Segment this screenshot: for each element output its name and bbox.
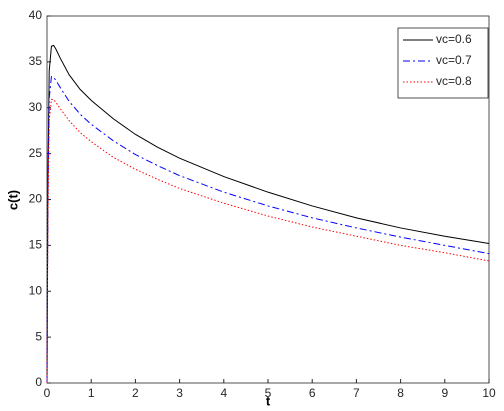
x-tick-label: 4 — [220, 386, 227, 400]
y-tick-label: 15 — [29, 238, 43, 252]
x-tick-label: 2 — [132, 386, 139, 400]
legend-label: vc=0.8 — [436, 74, 472, 88]
x-tick-label: 8 — [397, 386, 404, 400]
series-line — [46, 75, 490, 384]
y-tick-label: 20 — [29, 192, 43, 206]
legend-label: vc=0.7 — [436, 53, 472, 67]
series-line — [46, 98, 490, 384]
x-tick-label: 3 — [176, 386, 183, 400]
y-tick-label: 40 — [29, 8, 43, 22]
x-tick-label: 7 — [353, 386, 360, 400]
y-tick-label: 25 — [29, 146, 43, 160]
x-tick-label: 9 — [441, 386, 448, 400]
y-tick-label: 0 — [35, 375, 42, 389]
series-line — [46, 44, 490, 384]
y-axis-label: c(t) — [5, 190, 20, 210]
x-axis-label: t — [266, 393, 271, 408]
x-tick-label: 5 — [265, 386, 272, 400]
x-tick-label: 6 — [309, 386, 316, 400]
y-tick-label: 10 — [29, 283, 43, 297]
y-tick-label: 30 — [29, 100, 43, 114]
x-tick-label: 0 — [44, 386, 51, 400]
x-tick-label: 10 — [482, 386, 496, 400]
y-tick-label: 5 — [35, 329, 42, 343]
y-tick-label: 35 — [29, 54, 43, 68]
legend-label: vc=0.6 — [436, 32, 472, 46]
x-tick-label: 1 — [88, 386, 95, 400]
